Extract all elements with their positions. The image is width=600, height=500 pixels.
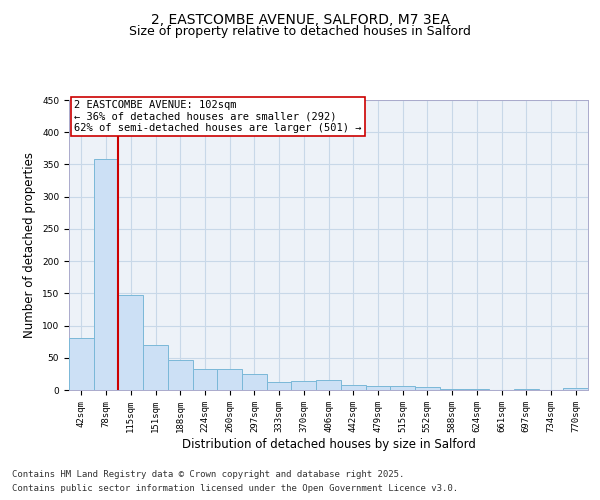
Bar xyxy=(118,294,143,390)
Bar xyxy=(292,381,316,390)
Bar xyxy=(94,160,118,390)
Bar xyxy=(193,368,217,390)
Bar xyxy=(217,370,242,390)
Bar xyxy=(267,382,292,390)
Bar xyxy=(563,388,588,390)
Text: Contains public sector information licensed under the Open Government Licence v3: Contains public sector information licen… xyxy=(12,484,458,493)
Bar xyxy=(415,387,440,390)
Y-axis label: Number of detached properties: Number of detached properties xyxy=(23,152,37,338)
Bar xyxy=(143,345,168,390)
Bar xyxy=(242,374,267,390)
Text: 2, EASTCOMBE AVENUE, SALFORD, M7 3EA: 2, EASTCOMBE AVENUE, SALFORD, M7 3EA xyxy=(151,12,449,26)
Bar xyxy=(390,386,415,390)
Text: Contains HM Land Registry data © Crown copyright and database right 2025.: Contains HM Land Registry data © Crown c… xyxy=(12,470,404,479)
Bar xyxy=(365,386,390,390)
Text: Size of property relative to detached houses in Salford: Size of property relative to detached ho… xyxy=(129,25,471,38)
Bar xyxy=(316,380,341,390)
Bar xyxy=(341,386,365,390)
Bar xyxy=(69,338,94,390)
Bar xyxy=(168,360,193,390)
Text: 2 EASTCOMBE AVENUE: 102sqm
← 36% of detached houses are smaller (292)
62% of sem: 2 EASTCOMBE AVENUE: 102sqm ← 36% of deta… xyxy=(74,100,362,133)
Bar xyxy=(440,388,464,390)
X-axis label: Distribution of detached houses by size in Salford: Distribution of detached houses by size … xyxy=(182,438,475,450)
